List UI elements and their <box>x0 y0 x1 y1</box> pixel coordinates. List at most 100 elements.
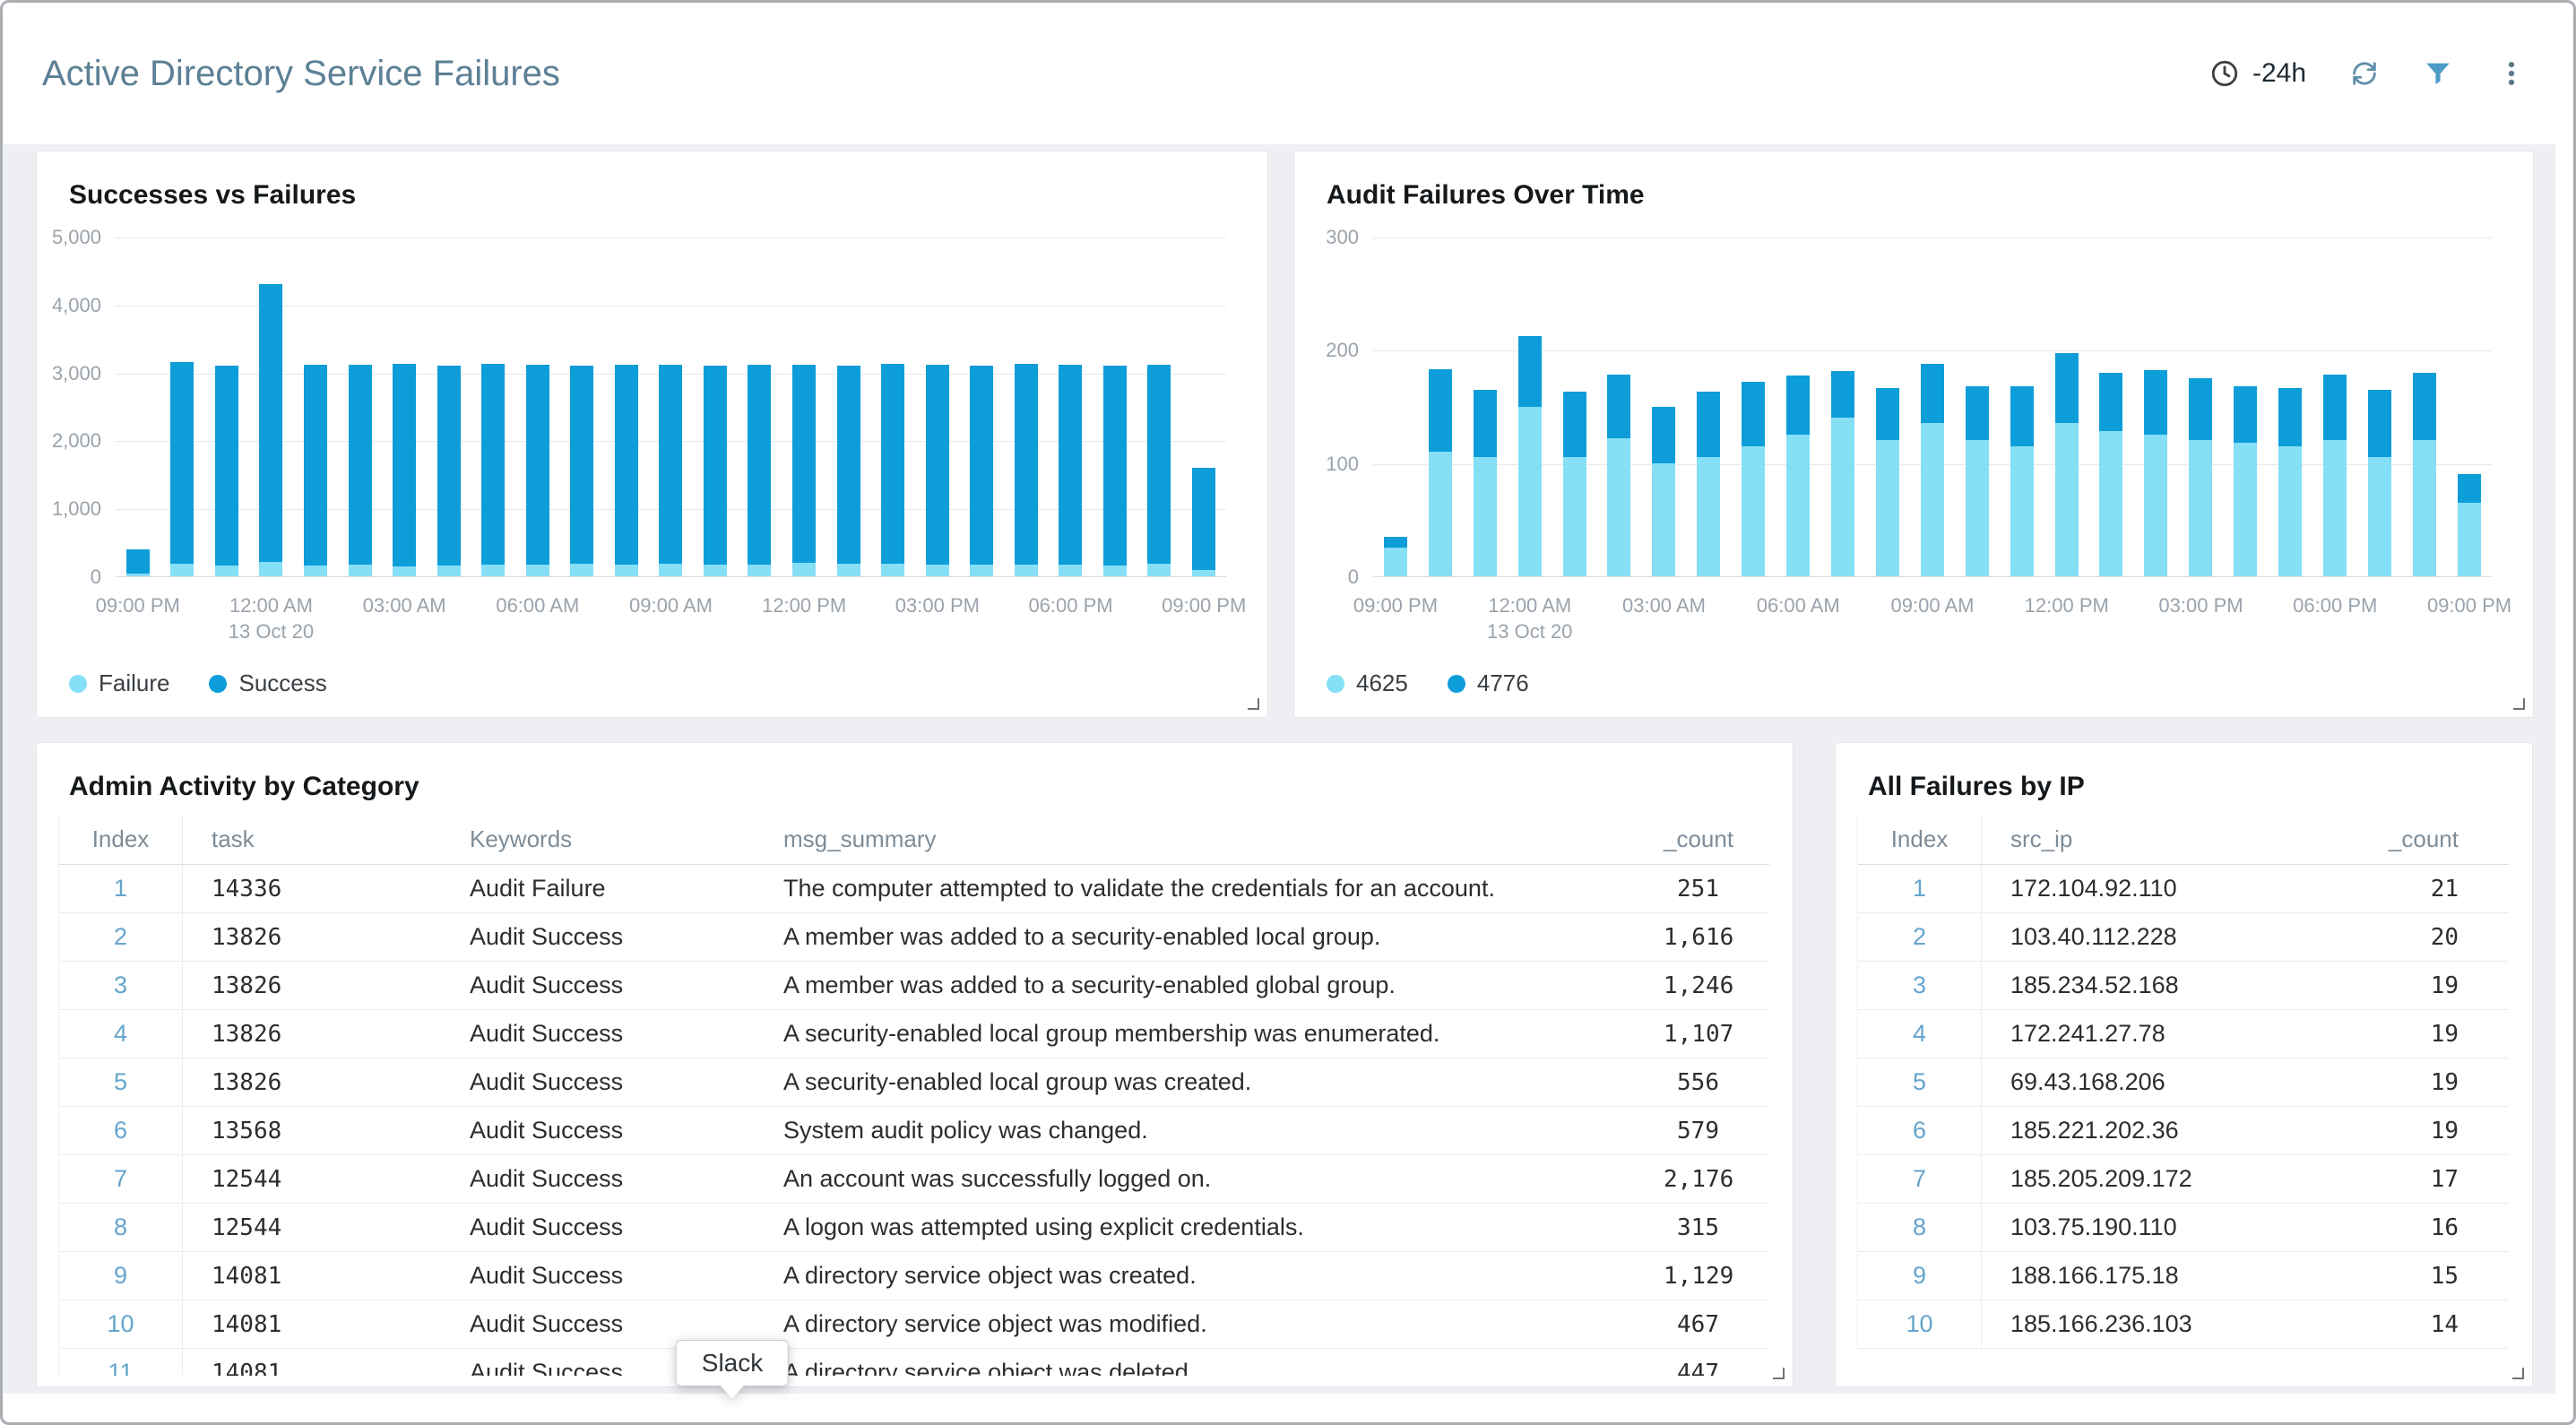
stacked-bar[interactable] <box>525 365 549 576</box>
audit-failures-chart[interactable]: 0 100 200 300 09:00 PM 12:00 AM 13 Oct 20 03:00… <box>1294 214 2533 714</box>
stacked-bar[interactable] <box>1562 392 1586 576</box>
stacked-bar[interactable] <box>1517 336 1542 576</box>
legend-item[interactable]: Failure <box>69 669 169 697</box>
stacked-bar[interactable] <box>1786 376 1811 576</box>
column-header-_count[interactable]: _count <box>2388 825 2459 852</box>
column-header-msg_summary[interactable]: msg_summary <box>783 825 937 852</box>
table-row[interactable]: 8 103.75.190.110 16 <box>1858 1204 2509 1252</box>
stacked-bar[interactable] <box>2322 375 2347 576</box>
stacked-bar[interactable] <box>1965 385 1989 576</box>
resize-handle[interactable] <box>2513 698 2525 710</box>
stacked-bar[interactable] <box>348 365 372 576</box>
resize-handle[interactable] <box>1773 1368 1785 1379</box>
stacked-bar[interactable] <box>1742 381 1766 576</box>
stacked-bar[interactable] <box>748 364 772 576</box>
stacked-bar[interactable] <box>259 283 283 576</box>
table-row[interactable]: 5 69.43.168.206 19 <box>1858 1058 2509 1107</box>
table-row[interactable]: 8 12544 Audit Success A logon was attempted… <box>59 1204 1769 1252</box>
legend-item[interactable]: Success <box>209 669 327 697</box>
column-header-index[interactable]: Index <box>1858 815 1982 864</box>
stacked-bar[interactable] <box>659 365 683 576</box>
table-row[interactable]: 6 13568 Audit Success System audit policy w… <box>59 1107 1769 1155</box>
resize-handle[interactable] <box>1248 698 1259 710</box>
stacked-bar[interactable] <box>1607 375 1631 576</box>
resize-handle[interactable] <box>2512 1368 2524 1379</box>
table-row[interactable]: 2 13826 Audit Success A member was added to… <box>59 913 1769 962</box>
stacked-bar[interactable] <box>481 364 506 576</box>
bar-segment-failure <box>659 563 683 576</box>
table-row[interactable]: 1 172.104.92.110 21 <box>1858 865 2509 913</box>
stacked-bar[interactable] <box>1652 406 1676 576</box>
legend-item[interactable]: 4625 <box>1327 669 1408 697</box>
stacked-bar[interactable] <box>393 364 417 576</box>
failures-by-ip-table[interactable]: Index src_ip _count 1 172.104.92.110 21 2 103.4… <box>1857 815 2509 1349</box>
cell-msg_summary: A logon was attempted using explicit cre… <box>783 1213 1304 1240</box>
table-row[interactable]: 1 14336 Audit Failure The computer attempte… <box>59 865 1769 913</box>
table-row[interactable]: 7 185.205.209.172 17 <box>1858 1155 2509 1204</box>
stacked-bar[interactable] <box>2099 372 2123 576</box>
stacked-bar[interactable] <box>836 366 860 576</box>
stacked-bar[interactable] <box>125 548 150 576</box>
table-row[interactable]: 4 13826 Audit Success A security-enabled lo… <box>59 1010 1769 1058</box>
table-row[interactable]: 2 103.40.112.228 20 <box>1858 913 2509 962</box>
column-header-keywords[interactable]: Keywords <box>470 825 573 852</box>
table-row[interactable]: 10 185.166.236.103 14 <box>1858 1300 2509 1349</box>
stacked-bar[interactable] <box>925 365 949 576</box>
table-row[interactable]: 10 14081 Audit Success A directory service … <box>59 1300 1769 1349</box>
chart-legend: Failure Success <box>69 669 327 697</box>
table-row[interactable]: 9 14081 Audit Success A directory service o… <box>59 1252 1769 1300</box>
stacked-bar[interactable] <box>1428 368 1452 576</box>
kebab-menu-icon[interactable] <box>2496 58 2527 89</box>
stacked-bar[interactable] <box>970 366 994 576</box>
stacked-bar[interactable] <box>2144 370 2168 576</box>
stacked-bar[interactable] <box>2234 385 2258 576</box>
stacked-bar[interactable] <box>437 365 461 576</box>
stacked-bar[interactable] <box>214 366 238 576</box>
stacked-bar[interactable] <box>881 364 905 576</box>
stacked-bar[interactable] <box>1147 364 1171 576</box>
column-header-_count[interactable]: _count <box>1664 825 1734 852</box>
time-range-control[interactable]: -24h <box>2209 58 2306 89</box>
stacked-bar[interactable] <box>2278 388 2303 576</box>
admin-activity-table[interactable]: Index task Keywords msg_summary _count 1 14336… <box>58 815 1769 1376</box>
y-axis-label: 100 <box>1326 452 1359 475</box>
stacked-bar[interactable] <box>1875 388 1899 576</box>
stacked-bar[interactable] <box>1831 371 1855 576</box>
stacked-bar[interactable] <box>1059 365 1083 576</box>
table-row[interactable]: 11 14081 Audit Success A directory service … <box>59 1349 1769 1376</box>
table-row[interactable]: 9 188.166.175.18 15 <box>1858 1252 2509 1300</box>
stacked-bar[interactable] <box>614 364 638 576</box>
stacked-bar[interactable] <box>1191 467 1215 576</box>
table-row[interactable]: 3 185.234.52.168 19 <box>1858 962 2509 1010</box>
stacked-bar[interactable] <box>570 365 594 576</box>
table-row[interactable]: 4 172.241.27.78 19 <box>1858 1010 2509 1058</box>
legend-item[interactable]: 4776 <box>1447 669 1529 697</box>
column-header-src_ip[interactable]: src_ip <box>2010 825 2073 852</box>
table-row[interactable]: 5 13826 Audit Success A security-enabled lo… <box>59 1058 1769 1107</box>
stacked-bar[interactable] <box>1920 363 1944 576</box>
stacked-bar[interactable] <box>2367 389 2391 576</box>
filter-icon[interactable] <box>2423 58 2453 89</box>
stacked-bar[interactable] <box>2412 372 2436 576</box>
stacked-bar[interactable] <box>703 365 727 576</box>
stacked-bar[interactable] <box>303 364 327 576</box>
stacked-bar[interactable] <box>2457 474 2481 576</box>
column-header-task[interactable]: task <box>212 825 255 852</box>
table-row[interactable]: 3 13826 Audit Success A member was added to… <box>59 962 1769 1010</box>
refresh-icon[interactable] <box>2349 58 2380 89</box>
stacked-bar[interactable] <box>2054 353 2079 576</box>
stacked-bar[interactable] <box>1697 392 1721 576</box>
stacked-bar[interactable] <box>170 362 194 576</box>
column-header-index[interactable]: Index <box>59 815 183 864</box>
stacked-bar[interactable] <box>1383 536 1407 576</box>
table-row[interactable]: 7 12544 Audit Success An account was succes… <box>59 1155 1769 1204</box>
bar-segment-4625 <box>1786 435 1811 576</box>
successes-vs-failures-chart[interactable]: 0 1,000 2,000 3,000 4,000 5,000 09:00 PM 12:00 … <box>37 214 1267 714</box>
stacked-bar[interactable] <box>2010 385 2034 576</box>
stacked-bar[interactable] <box>1102 366 1127 576</box>
stacked-bar[interactable] <box>1014 364 1038 576</box>
table-row[interactable]: 6 185.221.202.36 19 <box>1858 1107 2509 1155</box>
stacked-bar[interactable] <box>2189 377 2213 576</box>
stacked-bar[interactable] <box>1473 389 1497 576</box>
stacked-bar[interactable] <box>791 365 816 576</box>
